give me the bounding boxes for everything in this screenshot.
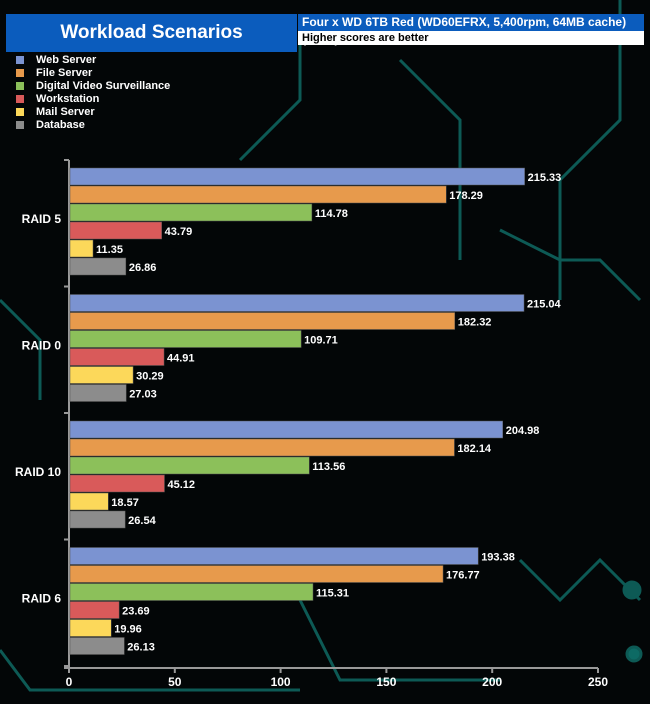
legend-item: Mail Server xyxy=(16,105,170,118)
data-label: 114.78 xyxy=(315,208,348,220)
bar xyxy=(69,348,165,366)
data-label: 182.32 xyxy=(458,317,492,329)
data-label: 182.14 xyxy=(457,443,492,455)
data-label: 23.69 xyxy=(122,606,150,618)
data-label: 215.04 xyxy=(527,299,562,311)
legend-item: Database xyxy=(16,118,170,131)
data-label: 204.98 xyxy=(506,425,540,437)
data-label: 26.54 xyxy=(128,515,156,527)
data-label: 178.29 xyxy=(449,190,483,202)
legend-swatch xyxy=(16,55,24,64)
legend: Web Server File Server Digital Video Surve… xyxy=(16,53,170,131)
legend-swatch xyxy=(16,120,24,129)
data-label: 109.71 xyxy=(304,335,338,347)
data-label: 43.79 xyxy=(165,226,193,238)
legend-label: Digital Video Surveillance xyxy=(36,79,171,92)
bar xyxy=(69,510,126,529)
legend-item: Workstation xyxy=(16,92,170,105)
data-label: 18.57 xyxy=(111,497,139,509)
category-label: RAID 10 xyxy=(15,465,61,479)
legend-label: Workstation xyxy=(36,92,100,105)
bar xyxy=(69,203,313,222)
x-tick-label: 0 xyxy=(66,675,73,689)
data-label: 19.96 xyxy=(114,624,142,636)
legend-label: Database xyxy=(36,118,85,131)
bar xyxy=(69,565,444,583)
x-tick-label: 100 xyxy=(271,675,291,689)
legend-swatch xyxy=(16,107,24,116)
legend-item: Digital Video Surveillance xyxy=(16,79,170,92)
legend-item: Web Server xyxy=(16,53,170,66)
legend-swatch xyxy=(16,81,24,90)
bar xyxy=(69,294,525,312)
data-label: 27.03 xyxy=(129,389,157,401)
data-label: 45.12 xyxy=(167,479,195,491)
chart-title: Workload Scenarios xyxy=(6,14,297,52)
bar xyxy=(69,167,525,186)
category-label: RAID 0 xyxy=(22,339,62,353)
x-tick-label: 150 xyxy=(376,675,396,689)
category-label: RAID 5 xyxy=(22,212,62,226)
chart-subtitle: Four x WD 6TB Red (WD60EFRX, 5,400rpm, 6… xyxy=(298,14,644,46)
bar xyxy=(69,420,503,439)
legend-label: Mail Server xyxy=(36,105,95,118)
x-tick-label: 250 xyxy=(588,675,608,689)
bar xyxy=(69,456,310,475)
bar xyxy=(69,547,479,565)
legend-label: Web Server xyxy=(36,53,97,66)
bar xyxy=(69,492,109,511)
legend-swatch xyxy=(16,94,24,103)
bar xyxy=(69,583,314,601)
bar xyxy=(69,384,127,402)
legend-label: File Server xyxy=(36,66,93,79)
x-tick-label: 50 xyxy=(168,675,182,689)
data-label: 30.29 xyxy=(136,371,164,383)
data-label: 113.56 xyxy=(312,461,345,473)
legend-swatch xyxy=(16,68,24,77)
bar xyxy=(69,619,112,637)
bar xyxy=(69,474,165,493)
bar xyxy=(69,601,120,619)
data-label: 11.35 xyxy=(96,244,123,256)
chart-note: Higher scores are better xyxy=(298,31,644,45)
bar xyxy=(69,312,456,330)
bar xyxy=(69,239,94,258)
bar xyxy=(69,221,162,240)
bar xyxy=(69,438,455,457)
bar xyxy=(69,637,125,655)
category-label: RAID 6 xyxy=(22,592,62,606)
data-label: 26.86 xyxy=(129,262,157,274)
bar xyxy=(69,257,127,276)
data-label: 44.91 xyxy=(167,353,195,365)
data-label: 115.31 xyxy=(316,588,349,600)
bar xyxy=(69,330,302,348)
legend-item: File Server xyxy=(16,66,170,79)
bar xyxy=(69,185,447,204)
data-label: 193.38 xyxy=(481,552,515,564)
data-label: 26.13 xyxy=(127,642,155,654)
data-label: 176.77 xyxy=(446,570,480,582)
data-label: 215.33 xyxy=(528,172,562,184)
x-tick-label: 200 xyxy=(482,675,502,689)
bar xyxy=(69,366,134,384)
